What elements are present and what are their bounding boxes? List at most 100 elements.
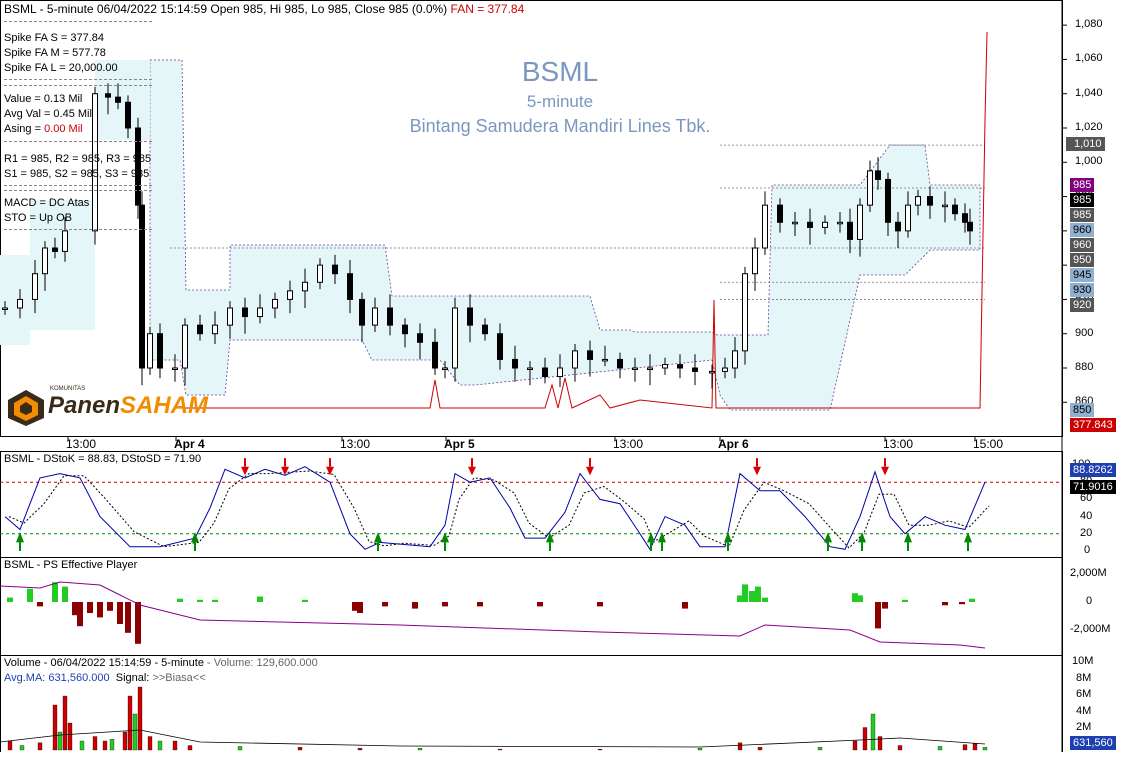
ps-bar — [125, 602, 131, 633]
ps-bar — [852, 593, 858, 602]
candle-body — [557, 367, 563, 378]
price-tick-label: 1,060 — [1075, 52, 1103, 65]
ps-bar — [755, 586, 761, 602]
price-tick-label: 900 — [1075, 326, 1094, 339]
panensaham-logo: KOMUNITAS PanenSAHAM — [6, 386, 216, 426]
ps-bar — [52, 582, 58, 602]
ps-bar — [412, 602, 418, 609]
candle-body — [742, 273, 748, 352]
ps-bar — [902, 599, 908, 602]
ps-bar — [302, 599, 308, 602]
candle-body — [32, 273, 38, 300]
ps-tick-label: -2,000M — [1070, 623, 1111, 635]
buy-arrow-icon — [964, 532, 972, 543]
buy-arrow-icon — [16, 532, 24, 543]
candle-body — [677, 364, 683, 369]
price-tick-label: 1,040 — [1075, 86, 1103, 99]
candle-body — [402, 324, 408, 335]
time-tick-label: 13:00 — [340, 437, 371, 451]
volume-bar — [852, 740, 858, 751]
volume-bar — [417, 748, 423, 751]
price-tag: 985 — [1070, 208, 1095, 222]
ps-bar — [37, 602, 43, 607]
price-tag: 850 — [1070, 403, 1095, 417]
volume-bar — [7, 740, 13, 751]
ps-bar — [749, 591, 755, 602]
candle-body — [647, 367, 653, 370]
candle-body — [777, 204, 783, 223]
price-tag: 950 — [1070, 253, 1095, 267]
asing-text: Asing = 0.00 Mil — [4, 122, 83, 137]
ps-bar — [682, 602, 688, 609]
sell-arrow-icon — [753, 466, 761, 476]
volume-title: Volume - 06/04/2022 15:14:59 - 5-minute … — [4, 657, 318, 669]
sell-arrow-icon — [586, 466, 594, 476]
sell-arrow-icon — [241, 466, 249, 476]
volume-bar — [877, 736, 883, 751]
volume-bar — [357, 748, 363, 751]
sto-signal: STO = Up OB — [4, 212, 72, 224]
ps-bar — [882, 602, 888, 609]
volume-bar — [102, 740, 108, 751]
volume-signal-label: Signal: — [115, 672, 153, 684]
price-tick-label: 1,080 — [1075, 18, 1103, 31]
stoch-panel-frame — [0, 451, 1063, 558]
price-tag: 920 — [1070, 298, 1095, 312]
ps-tick-label: 2,000M — [1070, 567, 1107, 579]
buy-arrow-icon — [441, 532, 449, 543]
volume-bar — [109, 739, 115, 751]
ps-bar — [737, 595, 743, 602]
volume-avg: Avg.MA: 631,560.000 — [4, 672, 110, 684]
stoch-tick-label: 40 — [1080, 509, 1093, 522]
buy-arrow-icon — [824, 532, 832, 543]
candle-body — [952, 204, 958, 215]
fan-line — [180, 31, 988, 409]
volume-bar — [52, 704, 58, 751]
candle-body — [172, 367, 178, 370]
ps-title: BSML - PS Effective Player — [4, 559, 138, 571]
ps-panel-frame — [0, 557, 1063, 656]
candle-body — [387, 307, 393, 326]
stoch-tick-label: 20 — [1080, 526, 1093, 539]
candle-body — [967, 221, 973, 232]
support-levels: S1 = 985, S2 = 985, S3 = 985 — [4, 168, 150, 180]
candle-body — [317, 264, 323, 283]
candle-body — [822, 221, 828, 228]
price-tick-label: 880 — [1075, 361, 1094, 373]
price-tag: 945 — [1070, 268, 1095, 282]
price-tag: 960 — [1070, 223, 1095, 237]
volume-bar — [237, 746, 243, 751]
volume-title-b: - Volume: 129,600.000 — [203, 657, 318, 669]
logo-part2: SAHAM — [120, 392, 209, 419]
watermark-interval: 5-minute — [526, 92, 594, 111]
candle-body — [442, 367, 448, 370]
volume-bar — [62, 695, 68, 751]
candle-body — [857, 204, 863, 240]
watermark-ticker: BSML — [521, 56, 599, 87]
ps-tick-label: 0 — [1086, 595, 1093, 607]
volume-bar — [737, 742, 743, 751]
candle-body — [482, 324, 488, 335]
candle-body — [135, 127, 141, 206]
volume-bar — [870, 713, 876, 751]
candle-body — [257, 307, 263, 318]
candle-body — [602, 358, 608, 362]
volume-signal-value: >>Biasa<< — [152, 672, 206, 684]
ps-bar — [942, 602, 948, 606]
candle-body — [272, 298, 278, 309]
volume-tick-label: 8M — [1076, 671, 1092, 684]
candle-body — [105, 93, 111, 98]
info-separator — [4, 85, 152, 86]
volume-bar — [972, 743, 978, 751]
info-separator — [4, 190, 152, 191]
price-tick-label: 1,000 — [1075, 155, 1103, 168]
volume-bar — [92, 736, 98, 751]
volume-tick-label: 2M — [1076, 721, 1092, 733]
time-tick-label: Apr 6 — [718, 437, 749, 451]
candle-body — [709, 370, 715, 374]
volume-bar — [897, 745, 903, 751]
ps-bar — [357, 602, 363, 613]
candle-body — [227, 307, 233, 326]
price-tag: 985 — [1070, 193, 1095, 207]
